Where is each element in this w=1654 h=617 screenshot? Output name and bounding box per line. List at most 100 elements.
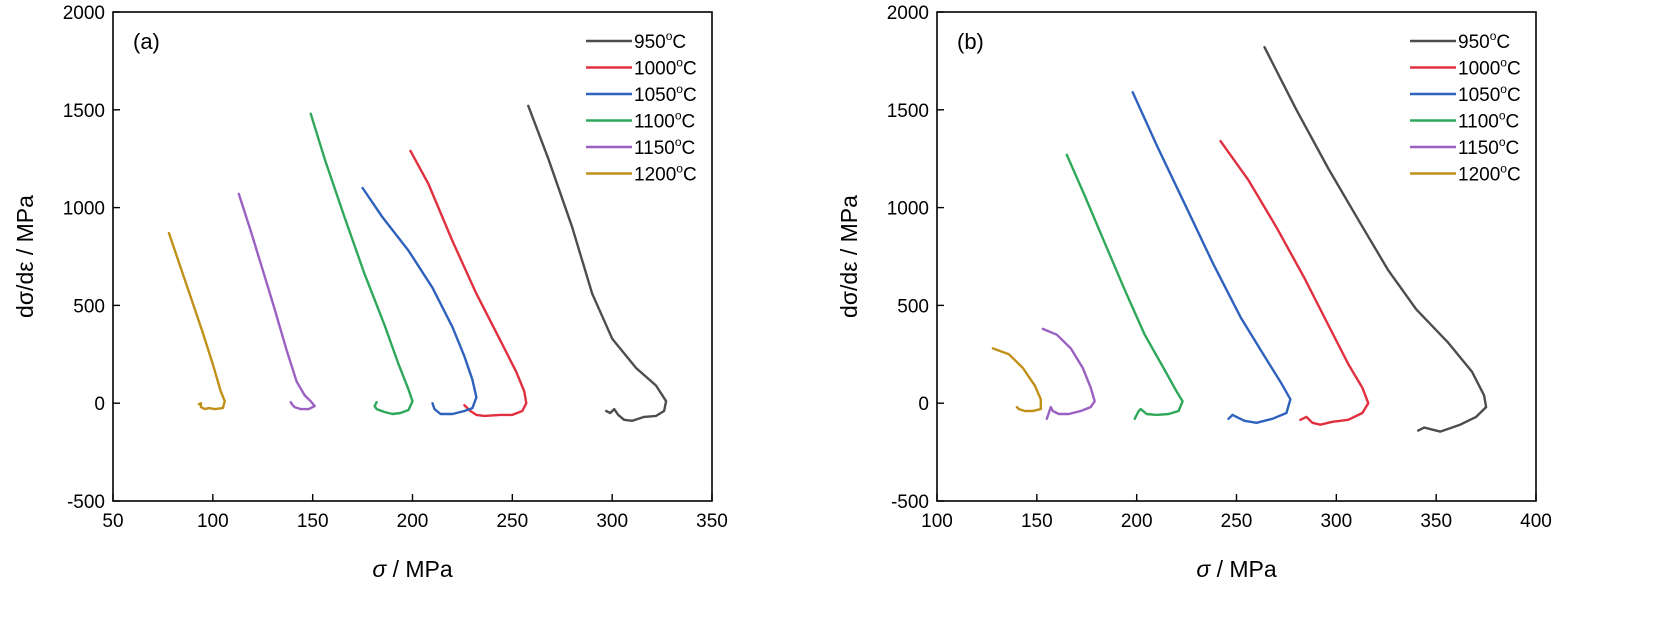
legend-unit: C [672, 32, 686, 53]
legend-unit: C [1496, 32, 1510, 53]
x-tick-label: 100 [921, 511, 953, 532]
degree-sign: o [1500, 162, 1507, 176]
x-axis-unit: / MPa [386, 556, 453, 582]
y-axis-unit: / MPa [836, 195, 862, 262]
y-axis-label: dσ/dε / MPa [12, 195, 38, 318]
legend-entry: 950oC [634, 29, 686, 53]
panel-label: (b) [957, 29, 984, 54]
y-tick-label: 1500 [887, 101, 929, 122]
y-tick-label: -500 [891, 492, 929, 513]
x-tick-label: 300 [1320, 511, 1352, 532]
y-tick-label: 1000 [887, 199, 929, 220]
legend-entry: 1100oC [634, 109, 695, 133]
legend-value: 1000 [634, 59, 676, 80]
series-line-1150C [1041, 327, 1096, 420]
legend-entry: 1200oC [1458, 162, 1521, 186]
legend-unit: C [1507, 85, 1521, 106]
degree-sign: o [666, 29, 673, 43]
legend-value: 1200 [1458, 165, 1500, 186]
degree-sign: o [675, 135, 682, 149]
y-axis-symbol: dσ/dε [12, 262, 38, 318]
degree-sign: o [1500, 56, 1507, 70]
degree-sign: o [676, 56, 683, 70]
y-tick-label: 2000 [63, 3, 105, 24]
legend-entry: 1050oC [634, 82, 697, 106]
y-tick-label: 1500 [63, 101, 105, 122]
legend-entry: 1050oC [1458, 82, 1521, 106]
legend-value: 1050 [634, 85, 676, 106]
y-tick-label: 500 [73, 296, 105, 317]
legend-entry: 1200oC [634, 162, 697, 186]
x-tick-label: 400 [1520, 511, 1552, 532]
y-tick-label: 0 [918, 394, 929, 415]
y-axis-unit: / MPa [12, 195, 38, 262]
x-axis-symbol: σ [1196, 556, 1211, 582]
x-axis-symbol: σ [372, 556, 387, 582]
y-tick-label: 1000 [63, 199, 105, 220]
y-tick-label: -500 [67, 492, 105, 513]
legend-unit: C [683, 165, 697, 186]
x-tick-label: 300 [596, 511, 628, 532]
degree-sign: o [676, 162, 683, 176]
x-tick-label: 200 [397, 511, 429, 532]
chart-panel-a: 50 100 150 200 250 300 350 -500 0 500 1000 1500 2000… [12, 3, 728, 582]
legend-value: 950 [634, 32, 666, 53]
series-line-950C [1263, 46, 1488, 433]
series-line-1100C [309, 112, 414, 416]
legend-unit: C [682, 112, 696, 133]
chart-panel-b: 100 150 200 250 300 350 400 -500 0 500 1000 1500 200… [836, 3, 1552, 582]
legend-value: 1100 [1458, 112, 1499, 133]
legend-value: 1000 [1458, 59, 1500, 80]
legend-unit: C [683, 85, 697, 106]
legend-unit: C [1507, 59, 1521, 80]
x-tick-label: 200 [1121, 511, 1153, 532]
x-tick-label: 100 [197, 511, 229, 532]
legend-value: 1100 [634, 112, 675, 133]
series-line-1150C [237, 192, 316, 411]
legend-entry: 1150oC [1458, 135, 1519, 159]
plot-frame [936, 11, 1537, 502]
legend-value: 950 [1458, 32, 1490, 53]
x-tick-label: 350 [696, 511, 728, 532]
degree-sign: o [675, 109, 682, 123]
x-tick-label: 350 [1420, 511, 1452, 532]
y-tick-label: 500 [897, 296, 929, 317]
series-line-1100C [1065, 153, 1184, 420]
legend-unit: C [1507, 165, 1521, 186]
legend-value: 1150 [1458, 138, 1499, 159]
series-line-1200C [991, 347, 1042, 413]
legend-unit: C [1506, 138, 1520, 159]
legend-entry: 1100oC [1458, 109, 1519, 133]
legend-unit: C [1506, 112, 1520, 133]
x-tick-label: 150 [297, 511, 329, 532]
x-axis-label: σ / MPa [1196, 556, 1277, 582]
series-line-1000C [409, 149, 528, 418]
legend-value: 1200 [634, 165, 676, 186]
x-tick-label: 150 [1021, 511, 1053, 532]
legend-unit: C [683, 59, 697, 80]
series-line-950C [527, 104, 668, 422]
legend-value: 1150 [634, 138, 675, 159]
legend-entry: 1000oC [1458, 56, 1521, 80]
x-tick-label: 50 [102, 511, 123, 532]
x-tick-label: 250 [496, 511, 528, 532]
legend-value: 1050 [1458, 85, 1500, 106]
legend-entry: 1150oC [634, 135, 695, 159]
y-axis-label: dσ/dε / MPa [836, 195, 862, 318]
panel-label: (a) [133, 29, 160, 54]
y-tick-label: 2000 [887, 3, 929, 24]
y-tick-label: 0 [94, 394, 105, 415]
legend-unit: C [682, 138, 696, 159]
series-line-1050C [361, 186, 478, 416]
degree-sign: o [1490, 29, 1497, 43]
series-line-1050C [1131, 91, 1292, 424]
x-tick-label: 250 [1221, 511, 1253, 532]
degree-sign: o [1499, 135, 1506, 149]
degree-sign: o [1500, 82, 1507, 96]
series-line-1200C [167, 231, 226, 411]
degree-sign: o [676, 82, 683, 96]
legend-entry: 950oC [1458, 29, 1510, 53]
